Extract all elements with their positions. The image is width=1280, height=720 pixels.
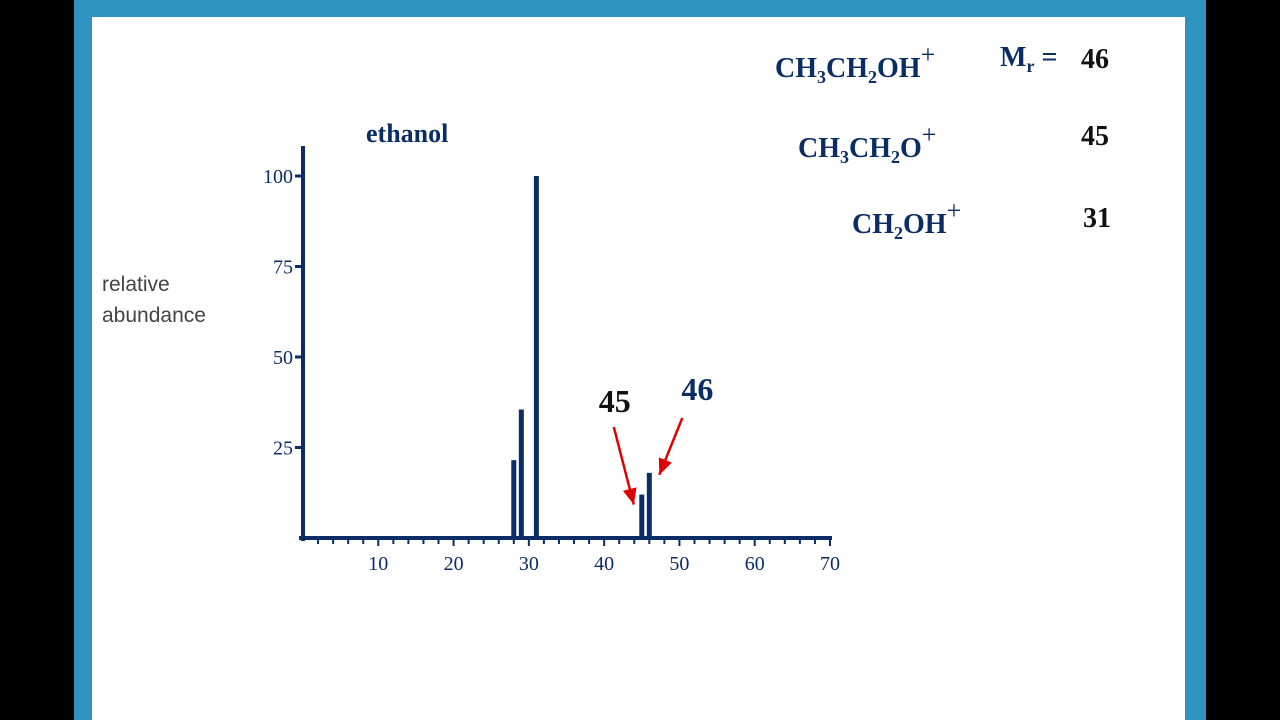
x-tick-label: 70 xyxy=(820,553,840,575)
x-tick-label: 40 xyxy=(594,553,614,575)
y-axis-label-line-2: abundance xyxy=(102,304,206,327)
y-tick-label: 50 xyxy=(273,347,293,369)
x-tick-label: 60 xyxy=(745,553,765,575)
chart-title: ethanol xyxy=(366,119,448,148)
mass-value-45: 45 xyxy=(1081,121,1109,152)
y-axis-label-line-1: relative xyxy=(102,273,170,296)
peak-label-46: 46 xyxy=(681,371,713,407)
arrow-head-icon xyxy=(623,487,637,505)
y-tick-label: 100 xyxy=(263,166,293,188)
mass-value-46: 46 xyxy=(1081,44,1109,75)
x-tick-label: 50 xyxy=(669,553,689,575)
chart-bars xyxy=(511,176,652,538)
peak-label-45: 45 xyxy=(599,383,631,419)
arrow-head-icon xyxy=(658,457,672,475)
bar-mz-29 xyxy=(518,409,524,538)
fragment-hydroxymethyl-ion: CH2OH+ xyxy=(852,196,962,243)
bar-mz-46 xyxy=(646,472,652,538)
chart-annotations: 45 46 xyxy=(599,371,713,505)
bar-mz-28 xyxy=(511,460,517,538)
y-tick-label: 75 xyxy=(273,257,293,279)
chart-axes: 10 20 30 40 50 60 70 25 50 75 100 xyxy=(263,146,840,575)
slide xyxy=(92,17,1185,720)
relative-molecular-mass-label: Mr = xyxy=(1000,42,1058,76)
x-tick-label: 10 xyxy=(368,553,388,575)
x-tick-label: 20 xyxy=(444,553,464,575)
fragment-ethanol-ion: CH3CH2OH+ xyxy=(775,40,936,87)
fragment-ethoxy-ion: CH3CH2O+ xyxy=(798,120,937,167)
x-tick-label: 30 xyxy=(519,553,539,575)
bar-mz-31 xyxy=(533,176,539,538)
bar-mz-45 xyxy=(639,494,645,538)
y-tick-label: 25 xyxy=(273,438,293,460)
mass-value-31: 31 xyxy=(1083,203,1111,234)
